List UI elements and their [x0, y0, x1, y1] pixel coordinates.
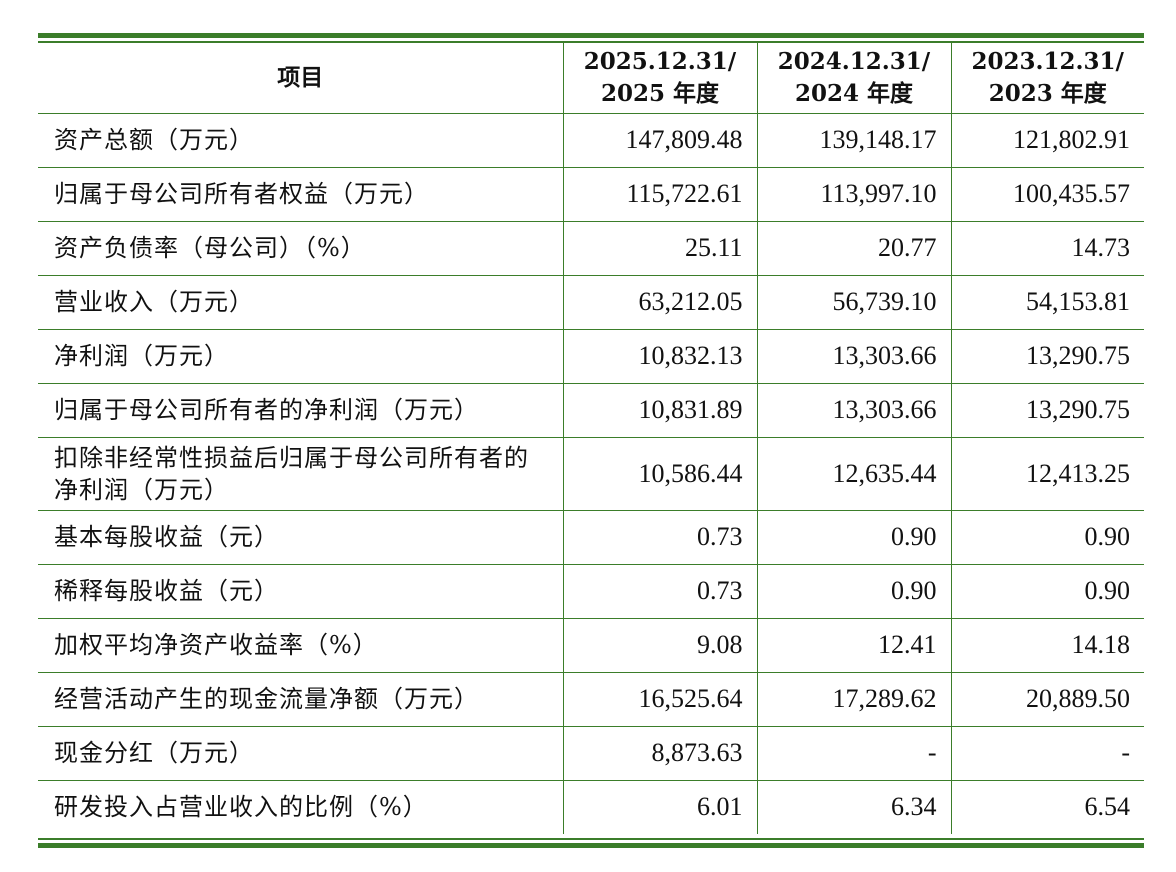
- cell-2025: 0.73: [563, 510, 758, 565]
- cell-2024: 13,303.66: [757, 383, 952, 438]
- row-label: 稀释每股收益（元）: [38, 564, 564, 619]
- cell-2025: 6.01: [563, 780, 758, 834]
- top-thin-rule: [38, 41, 1144, 43]
- cell-2025: 10,832.13: [563, 329, 758, 384]
- header-2025: 2025.12.31/ 2025 年度: [563, 43, 758, 114]
- cell-2024: 6.34: [757, 780, 952, 834]
- row-label: 归属于母公司所有者的净利润（万元）: [38, 383, 564, 438]
- financial-summary-table: 项目 2025.12.31/ 2025 年度 2024.12.31/ 2024 …: [38, 43, 1144, 834]
- table-row: 基本每股收益（元） 0.73 0.90 0.90: [38, 510, 1144, 565]
- cell-2023: -: [951, 726, 1144, 781]
- cell-2024: 56,739.10: [757, 275, 952, 330]
- cell-2025: 8,873.63: [563, 726, 758, 781]
- header-2024: 2024.12.31/ 2024 年度: [757, 43, 952, 114]
- row-label: 扣除非经常性损益后归属于母公司所有者的净利润（万元）: [38, 437, 564, 511]
- bottom-thin-rule: [38, 838, 1144, 840]
- cell-2025: 10,831.89: [563, 383, 758, 438]
- cell-2025: 10,586.44: [563, 437, 758, 511]
- header-2023-year: 2023 年度: [988, 79, 1107, 107]
- table-row: 稀释每股收益（元） 0.73 0.90 0.90: [38, 564, 1144, 619]
- cell-2024: 113,997.10: [757, 167, 952, 222]
- cell-2025: 16,525.64: [563, 672, 758, 727]
- cell-2024: 12,635.44: [757, 437, 952, 511]
- header-2023: 2023.12.31/ 2023 年度: [951, 43, 1144, 114]
- cell-2023: 6.54: [1084, 792, 1131, 822]
- header-2024-year: 2024 年度: [794, 79, 914, 107]
- row-label: 加权平均净资产收益率（%）: [38, 618, 564, 673]
- cell-2024: 0.90: [757, 510, 952, 565]
- cell-2023: 12,413.25: [951, 437, 1144, 511]
- table-row: 经营活动产生的现金流量净额（万元） 16,525.64 17,289.62 20…: [38, 672, 1144, 727]
- cell-2023: 121,802.91: [951, 113, 1144, 168]
- header-2025-date: 2025.12.31/: [583, 47, 737, 75]
- cell-2024: 0.90: [757, 564, 952, 619]
- row-label: 经营活动产生的现金流量净额（万元）: [38, 672, 564, 727]
- cell-2024: 139,148.17: [757, 113, 952, 168]
- table-row: 资产负债率（母公司）（%） 25.11 20.77 14.73: [38, 221, 1144, 276]
- cell-2023: 20,889.50: [951, 672, 1144, 727]
- cell-2024: 20.77: [757, 221, 952, 276]
- table-row: 归属于母公司所有者的净利润（万元） 10,831.89 13,303.66 13…: [38, 383, 1144, 438]
- row-label: 归属于母公司所有者权益（万元）: [38, 167, 564, 222]
- cell-2023: 100,435.57: [951, 167, 1144, 222]
- header-item: 项目: [38, 43, 564, 114]
- cell-2025: 115,722.61: [563, 167, 758, 222]
- cell-2024: 17,289.62: [757, 672, 952, 727]
- table-row: 现金分红（万元） 8,873.63 - -: [38, 726, 1144, 781]
- top-thick-rule: [38, 33, 1144, 38]
- bottom-thick-rule: [38, 843, 1144, 848]
- table-row: 研发投入占营业收入的比例（%） 6.01 6.34 6.54: [38, 780, 1144, 834]
- cell-2025: 0.73: [563, 564, 758, 619]
- row-label: 基本每股收益（元）: [38, 510, 564, 565]
- cell-2023: 0.90: [951, 510, 1144, 565]
- table-row: 净利润（万元） 10,832.13 13,303.66 13,290.75: [38, 329, 1144, 384]
- cell-2024: -: [757, 726, 952, 781]
- cell-2023: 54,153.81: [951, 275, 1144, 330]
- table-row: 营业收入（万元） 63,212.05 56,739.10 54,153.81: [38, 275, 1144, 330]
- row-label: 净利润（万元）: [38, 329, 564, 384]
- table-row: 加权平均净资产收益率（%） 9.08 12.41 14.18: [38, 618, 1144, 673]
- header-2024-date: 2024.12.31/: [777, 47, 931, 75]
- cell-2023: 13,290.75: [951, 329, 1144, 384]
- cell-2023: 14.18: [951, 618, 1144, 673]
- table-header-row: 项目 2025.12.31/ 2025 年度 2024.12.31/ 2024 …: [38, 43, 1144, 114]
- cell-2025: 63,212.05: [563, 275, 758, 330]
- cell-2025: 25.11: [563, 221, 758, 276]
- row-label: 研发投入占营业收入的比例（%）: [38, 780, 564, 834]
- table-row: 扣除非经常性损益后归属于母公司所有者的净利润（万元） 10,586.44 12,…: [38, 437, 1144, 511]
- cell-2025: 9.08: [563, 618, 758, 673]
- row-label: 现金分红（万元）: [38, 726, 564, 781]
- cell-2025: 147,809.48: [563, 113, 758, 168]
- cell-2024: 13,303.66: [757, 329, 952, 384]
- row-label: 资产负债率（母公司）（%）: [38, 221, 564, 276]
- header-2023-date: 2023.12.31/: [971, 47, 1124, 75]
- table-row: 归属于母公司所有者权益（万元） 115,722.61 113,997.10 10…: [38, 167, 1144, 222]
- row-label: 营业收入（万元）: [38, 275, 564, 330]
- row-label: 资产总额（万元）: [38, 113, 564, 168]
- cell-2023: 0.90: [951, 564, 1144, 619]
- cell-2023: 13,290.75: [951, 383, 1144, 438]
- cell-2024: 12.41: [757, 618, 952, 673]
- cell-2023: 14.73: [951, 221, 1144, 276]
- header-2025-year: 2025 年度: [600, 79, 720, 107]
- table-row: 资产总额（万元） 147,809.48 139,148.17 121,802.9…: [38, 113, 1144, 168]
